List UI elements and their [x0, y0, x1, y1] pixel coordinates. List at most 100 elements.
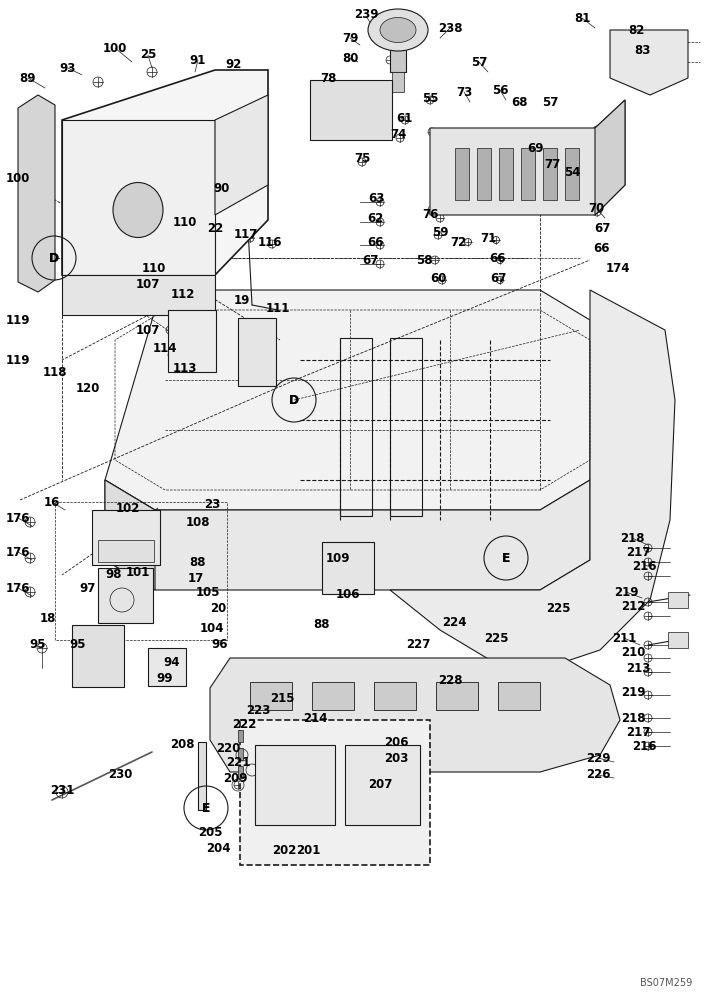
Text: 221: 221	[226, 756, 250, 768]
Text: E: E	[202, 802, 210, 814]
Text: 83: 83	[634, 43, 650, 56]
Text: E: E	[502, 552, 510, 564]
Text: 98: 98	[106, 568, 122, 582]
Bar	[255, 745, 335, 825]
Text: 222: 222	[232, 718, 256, 732]
Bar	[312, 682, 354, 710]
Text: 99: 99	[157, 672, 173, 684]
Bar	[62, 120, 215, 275]
Text: 105: 105	[196, 585, 220, 598]
Text: 216: 216	[631, 560, 656, 572]
Text: BS07M259: BS07M259	[640, 978, 692, 988]
Text: 214: 214	[303, 712, 327, 724]
Text: 96: 96	[212, 639, 228, 652]
Text: 75: 75	[354, 151, 370, 164]
Text: 81: 81	[574, 11, 590, 24]
Text: 60: 60	[430, 271, 446, 284]
Text: 69: 69	[528, 141, 544, 154]
Bar	[498, 682, 540, 710]
Text: 100: 100	[103, 41, 127, 54]
Text: 109: 109	[326, 552, 351, 564]
Text: 19: 19	[234, 294, 250, 306]
Text: 17: 17	[188, 572, 204, 584]
Bar	[98, 540, 154, 562]
Bar	[340, 338, 372, 516]
Text: 72: 72	[450, 235, 466, 248]
Text: 216: 216	[631, 740, 656, 752]
Bar	[543, 148, 557, 200]
Bar	[477, 148, 491, 200]
Text: 205: 205	[198, 826, 222, 838]
Text: 100: 100	[6, 172, 30, 184]
Bar	[92, 510, 160, 565]
Text: 91: 91	[190, 53, 206, 66]
Ellipse shape	[380, 17, 416, 42]
Text: 206: 206	[384, 736, 408, 748]
Text: 68: 68	[512, 96, 528, 108]
Text: 82: 82	[628, 23, 644, 36]
Text: 20: 20	[210, 601, 226, 614]
Bar	[148, 648, 186, 686]
Polygon shape	[105, 480, 590, 590]
Text: 61: 61	[396, 111, 412, 124]
Text: D: D	[49, 251, 59, 264]
Text: 66: 66	[490, 251, 506, 264]
Text: 201: 201	[296, 844, 320, 856]
Text: E: E	[202, 802, 210, 814]
Text: 110: 110	[142, 261, 166, 274]
Text: 89: 89	[20, 72, 36, 85]
Bar	[55, 502, 227, 640]
Polygon shape	[595, 100, 625, 215]
Text: 208: 208	[170, 738, 194, 752]
Text: 224: 224	[441, 615, 466, 629]
Text: 70: 70	[588, 202, 604, 215]
Text: 78: 78	[320, 72, 337, 85]
Text: 54: 54	[564, 165, 580, 178]
Text: D: D	[289, 393, 299, 406]
Bar	[238, 748, 243, 760]
Text: 111: 111	[266, 302, 290, 314]
Text: 55: 55	[422, 93, 439, 105]
Polygon shape	[105, 480, 155, 590]
Polygon shape	[390, 290, 675, 670]
Text: 66: 66	[593, 241, 610, 254]
Text: 80: 80	[342, 51, 358, 64]
Bar	[72, 625, 124, 687]
Text: 57: 57	[542, 96, 558, 108]
Bar	[238, 730, 243, 742]
Polygon shape	[18, 95, 55, 292]
Bar	[250, 682, 292, 710]
Text: 95: 95	[30, 639, 46, 652]
Text: 94: 94	[164, 656, 180, 668]
Text: 119: 119	[6, 314, 30, 326]
Bar	[499, 148, 513, 200]
Text: 110: 110	[172, 216, 197, 229]
Bar	[392, 72, 404, 92]
Text: 230: 230	[108, 768, 132, 782]
Text: 108: 108	[186, 516, 210, 528]
Text: 67: 67	[362, 253, 378, 266]
Text: 215: 215	[270, 692, 294, 704]
Text: 77: 77	[544, 158, 560, 172]
Text: 207: 207	[367, 778, 392, 792]
Text: 119: 119	[6, 354, 30, 366]
Bar	[345, 745, 420, 825]
Text: 218: 218	[620, 532, 644, 544]
Text: 120: 120	[76, 381, 100, 394]
Text: 229: 229	[586, 752, 610, 764]
Text: 107: 107	[136, 278, 161, 292]
Text: D: D	[289, 393, 299, 406]
Text: 218: 218	[621, 712, 646, 724]
Bar	[565, 148, 579, 200]
Text: 116: 116	[258, 235, 282, 248]
Bar	[521, 148, 535, 200]
Text: 101: 101	[126, 566, 150, 578]
Text: 219: 219	[614, 585, 639, 598]
Text: 217: 217	[626, 726, 650, 738]
Polygon shape	[668, 592, 688, 608]
Text: 106: 106	[336, 588, 360, 601]
Text: 95: 95	[70, 639, 87, 652]
Text: 117: 117	[234, 229, 258, 241]
Text: 238: 238	[438, 21, 463, 34]
Text: 18: 18	[40, 611, 56, 624]
